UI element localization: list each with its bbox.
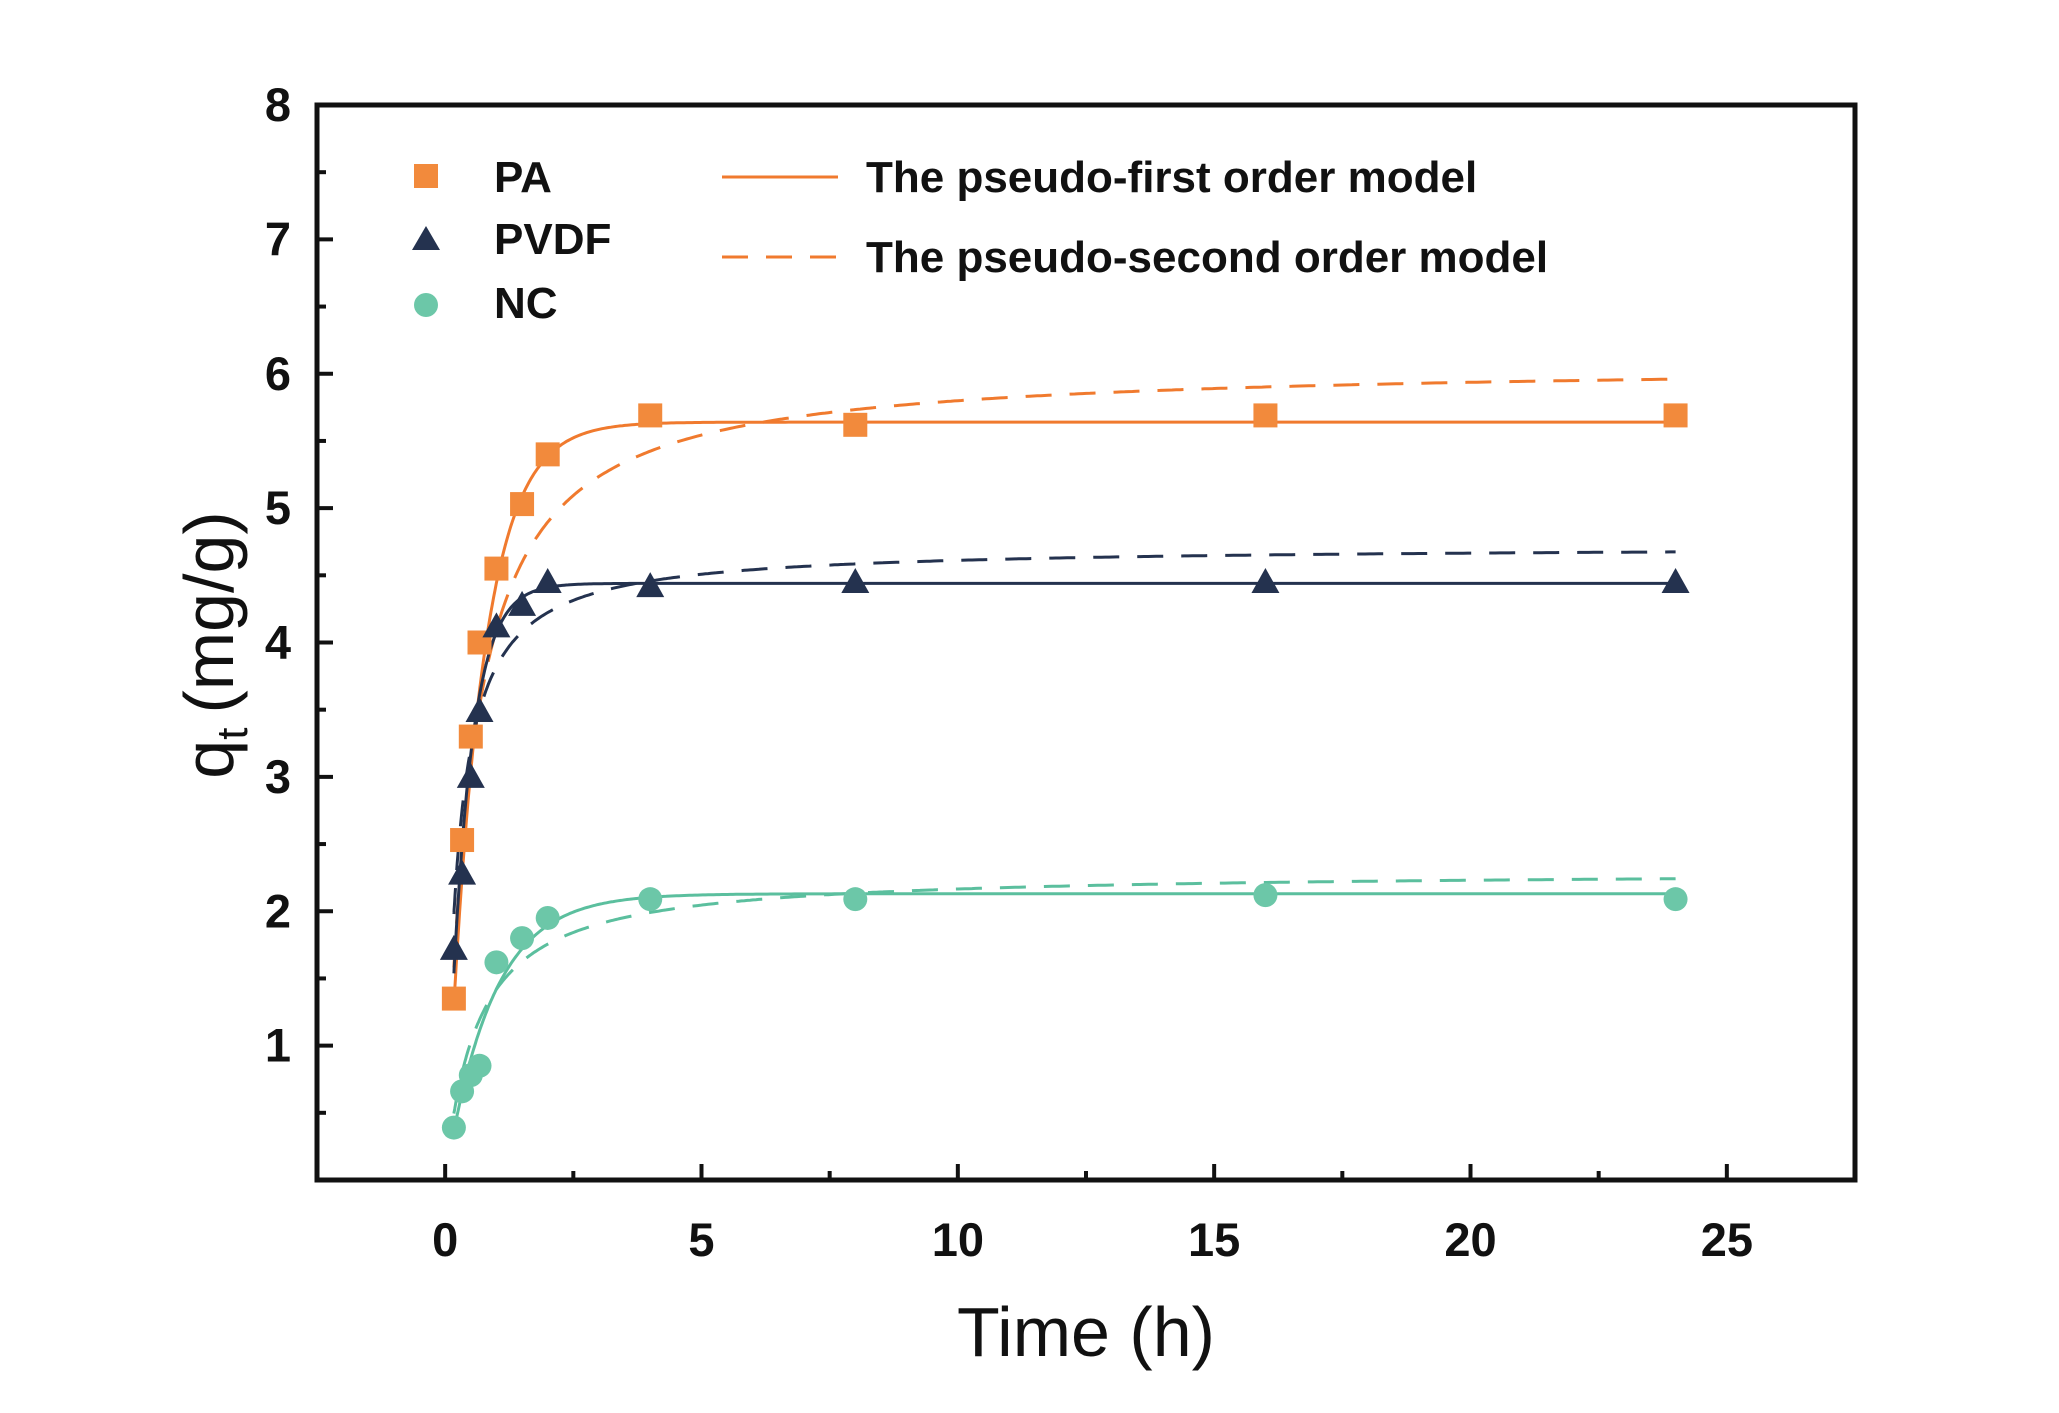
x-tick-label: 5 <box>688 1213 714 1266</box>
data-point-nc <box>441 1115 466 1140</box>
data-point-pa <box>535 442 560 467</box>
data-point-pa <box>484 556 509 581</box>
data-point-nc <box>1253 883 1278 908</box>
legend: PA PVDF NC The pseudo-first order model … <box>412 153 1548 328</box>
data-point-nc <box>843 887 868 912</box>
y-tick-label: 6 <box>265 347 291 400</box>
data-point-pa <box>1663 403 1688 428</box>
data-point-pvdf <box>456 762 485 788</box>
data-point-nc <box>484 950 509 975</box>
legend-marker-pvdf <box>412 226 440 250</box>
data-point-pvdf <box>439 934 468 960</box>
fit-lines <box>452 377 1676 1132</box>
y-tick-label: 4 <box>265 616 291 669</box>
data-point-pvdf <box>448 859 477 885</box>
fit-first-order-pvdf <box>452 581 1676 974</box>
data-point-pvdf <box>482 612 511 638</box>
y-tick-label: 3 <box>265 750 291 803</box>
data-point-pa <box>441 986 466 1011</box>
y-tick-labels: 1 2 3 4 5 6 7 8 <box>265 78 291 1072</box>
data-point-pvdf <box>1251 568 1280 594</box>
data-point-nc <box>1663 887 1688 912</box>
legend-label-first-order: The pseudo-first order model <box>866 153 1477 202</box>
y-tick-label: 8 <box>265 78 291 131</box>
y-axis-title-main: q <box>170 740 248 779</box>
data-point-nc <box>638 887 663 912</box>
data-point-pa <box>510 492 535 517</box>
data-point-pa <box>843 412 868 437</box>
data-point-pvdf <box>1661 568 1690 594</box>
y-axis-title-unit: (mg/g) <box>170 511 248 713</box>
data-point-nc <box>510 926 535 951</box>
data-point-pa <box>458 724 483 749</box>
x-tick-label: 10 <box>932 1213 984 1266</box>
fit-second-order-nc <box>452 877 1676 1114</box>
axis-ticks <box>317 103 1729 1180</box>
data-point-pa <box>638 403 663 428</box>
data-point-pvdf <box>533 568 562 594</box>
fit-first-order-pa <box>452 420 1676 1005</box>
data-markers <box>439 403 1690 1140</box>
y-axis-title-subscript: t <box>208 728 257 740</box>
y-tick-label: 5 <box>265 481 291 534</box>
data-point-pvdf <box>841 568 870 594</box>
x-tick-label: 15 <box>1188 1213 1240 1266</box>
data-point-nc <box>467 1053 492 1078</box>
y-tick-label: 1 <box>265 1019 291 1072</box>
legend-label-pvdf: PVDF <box>494 215 611 264</box>
y-axis-title: qt (mg/g) <box>170 511 257 778</box>
legend-label-nc: NC <box>494 279 558 328</box>
fit-first-order-nc <box>452 892 1676 1132</box>
data-point-pa <box>450 828 475 853</box>
legend-marker-pa <box>414 164 438 188</box>
data-point-pvdf <box>508 590 537 616</box>
data-point-pvdf <box>465 697 494 723</box>
x-tick-label: 0 <box>432 1213 458 1266</box>
legend-label-pa: PA <box>494 153 552 202</box>
fit-second-order-pa <box>452 377 1676 968</box>
y-tick-label: 2 <box>265 884 291 937</box>
fit-second-order-pvdf <box>452 550 1676 915</box>
y-tick-label: 7 <box>265 212 291 265</box>
data-point-nc <box>535 905 560 930</box>
legend-label-second-order: The pseudo-second order model <box>866 233 1548 282</box>
x-tick-label: 25 <box>1701 1213 1753 1266</box>
svg-text:qt(mg/g): qt (mg/g) <box>170 511 257 778</box>
x-axis-title: Time (h) <box>957 1293 1215 1371</box>
data-point-pa <box>1253 403 1278 428</box>
data-point-pvdf <box>636 572 665 598</box>
x-tick-labels: 0 5 10 15 20 25 <box>432 1213 1753 1266</box>
x-tick-label: 20 <box>1444 1213 1496 1266</box>
legend-marker-nc <box>414 293 438 317</box>
